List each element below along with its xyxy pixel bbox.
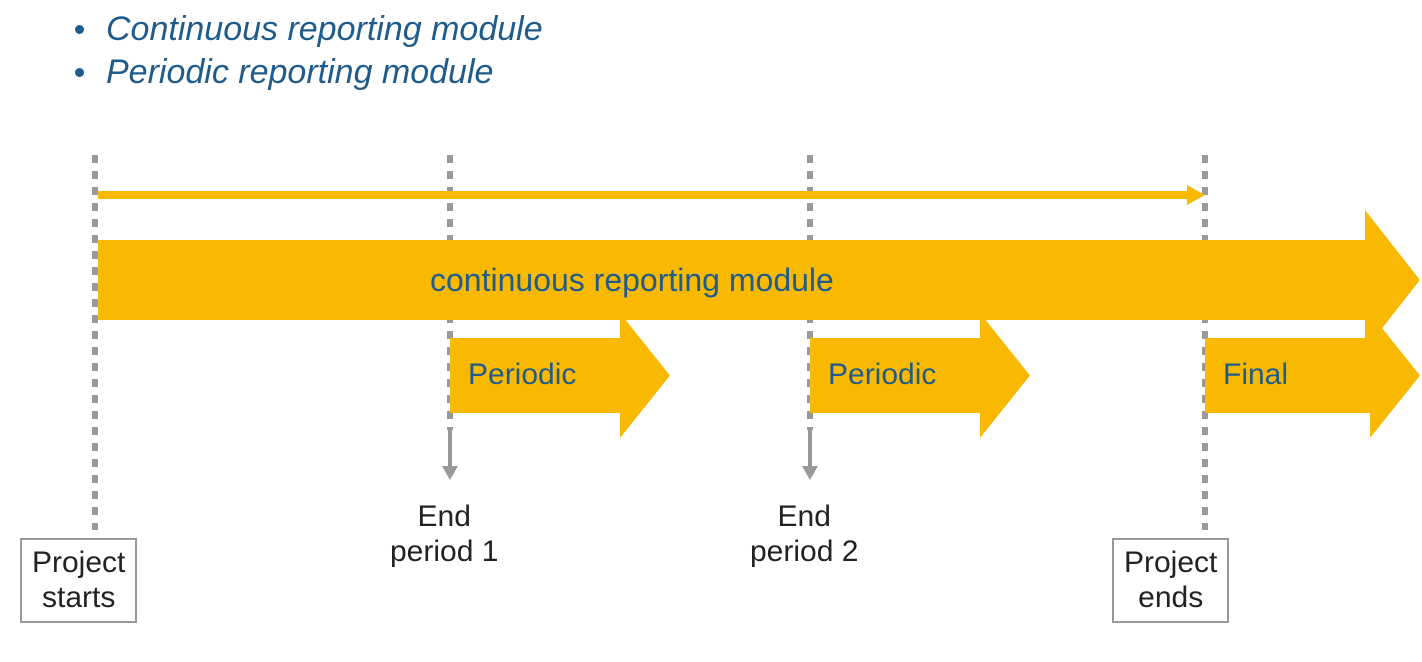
end-period-2-label: Endperiod 2 [750,500,858,569]
periodic-arrow-label: Periodic [468,358,576,392]
end-period-1-label: Endperiod 1 [390,500,498,569]
final-arrow-label: Final [1223,358,1288,392]
continuous-reporting-label: continuous reporting module [430,262,834,299]
down-arrow-head-icon [802,466,818,480]
project-ends-box: Projectends [1112,538,1229,623]
project-starts-box: Projectstarts [20,538,137,623]
periodic-arrow-label: Periodic [828,358,936,392]
down-arrow-head-icon [442,466,458,480]
